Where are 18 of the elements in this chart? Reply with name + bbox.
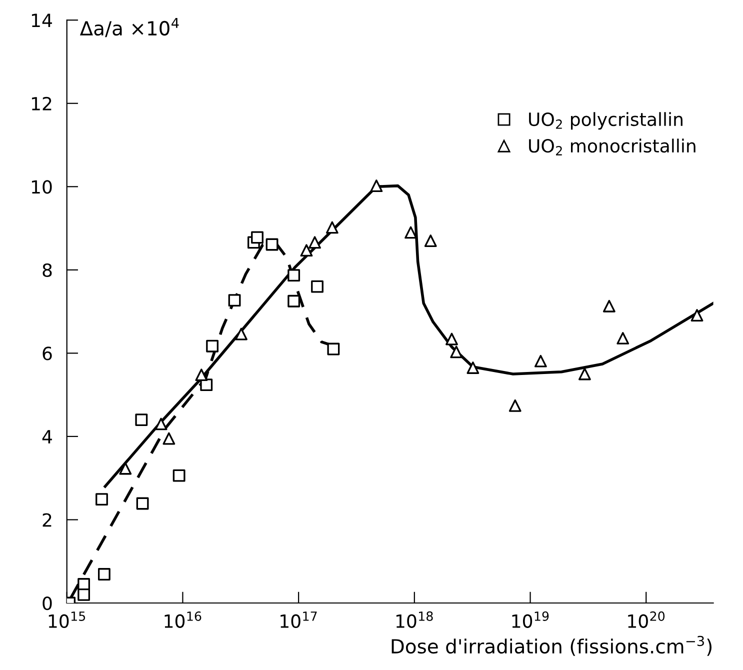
x-tick-label: 10$^{20}$ [628, 611, 665, 628]
y-tick-label: 4 [42, 430, 52, 444]
y-tick-label: 14 [32, 14, 52, 27]
y-tick-label: 6 [42, 346, 52, 360]
x-axis-title: Dose d'irradiation (fissions.cm$^{−3}$) [392, 636, 712, 656]
y-tick-label: 12 [32, 96, 52, 110]
legend-label: UO$_{2}$ monocristallin [529, 138, 696, 156]
x-tick-label: 10$^{18}$ [396, 611, 433, 628]
y-axis-title: Δa/a ×10$^{4}$ [80, 18, 179, 38]
x-tick-label: 10$^{17}$ [280, 612, 317, 628]
x-tick-label: 10$^{15}$ [48, 612, 86, 628]
x-tick-label: 10$^{19}$ [512, 611, 549, 628]
y-tick-label: 8 [42, 263, 52, 278]
y-tick-label: 0 [42, 596, 52, 610]
legend-label: UO$_{2}$ polycristallin [529, 112, 682, 130]
y-tick-label: 2 [42, 513, 52, 527]
x-tick-label: 10$^{16}$ [164, 611, 202, 628]
y-tick-label: 10 [32, 180, 52, 194]
